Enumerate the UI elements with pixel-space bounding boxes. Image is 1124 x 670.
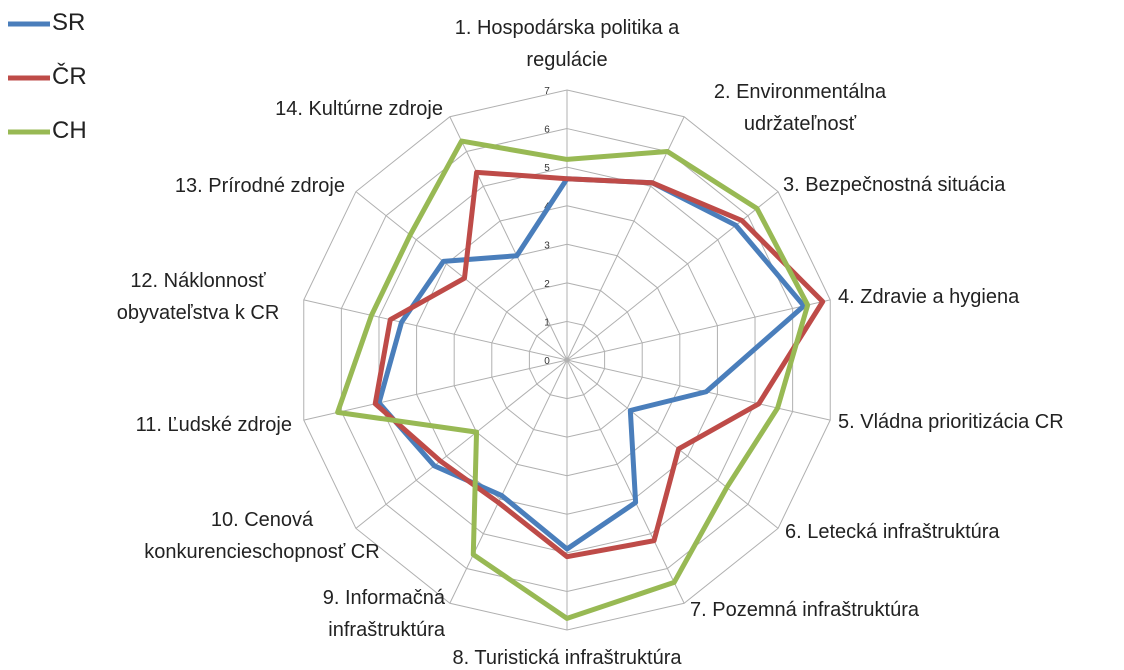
- axis-label: 2. Environmentálna udržateľnosť: [713, 81, 887, 135]
- axis-label: 9. Informačná infraštruktúra: [322, 587, 445, 641]
- tick-label: 3: [544, 240, 550, 251]
- axis-label: 4. Zdravie a hygiena: [838, 286, 1020, 308]
- series-line: [335, 138, 811, 621]
- axis-label: 14. Kultúrne zdroje: [275, 98, 443, 120]
- axis-label: 11. Ľudské zdroje: [135, 414, 292, 436]
- spoke: [566, 299, 831, 361]
- axis-label: 10. Cenová konkurencieschopnosť CR: [144, 509, 380, 563]
- spoke: [566, 359, 831, 421]
- axis-label: 3. Bezpečnostná situácia: [783, 174, 1006, 196]
- axis-label: 12. Náklonnosť obyvateľstva k CR: [116, 270, 280, 324]
- spoke: [566, 359, 685, 604]
- legend-label: SR: [52, 9, 86, 36]
- series-line: [376, 176, 807, 552]
- tick-label: 5: [544, 163, 550, 174]
- spoke: [449, 116, 568, 361]
- tick-label: 1: [544, 317, 550, 328]
- tick-label: 0: [544, 356, 550, 367]
- spoke: [566, 359, 779, 529]
- axis-label: 13. Prírodné zdroje: [174, 175, 345, 197]
- spoke: [303, 359, 568, 421]
- axis-label: 5. Vládna prioritizácia CR: [838, 411, 1064, 433]
- spoke: [566, 191, 779, 361]
- axis-label: 8. Turistická infraštruktúra: [452, 647, 682, 669]
- spoke: [355, 191, 568, 361]
- axis-label: 1. Hospodárska politika a regulácie: [454, 17, 680, 71]
- spoke: [566, 116, 685, 361]
- axis-label: 7. Pozemná infraštruktúra: [690, 599, 919, 621]
- tick-label: 6: [544, 125, 550, 136]
- spoke: [449, 359, 568, 604]
- axis-label: 6. Letecká infraštruktúra: [785, 521, 1000, 543]
- spoke: [303, 299, 568, 361]
- spoke: [355, 359, 568, 529]
- series-line: [372, 169, 826, 560]
- tick-label: 7: [544, 86, 550, 97]
- legend-label: CH: [52, 117, 87, 144]
- tick-label: 2: [544, 279, 550, 290]
- legend-label: ČR: [52, 63, 87, 90]
